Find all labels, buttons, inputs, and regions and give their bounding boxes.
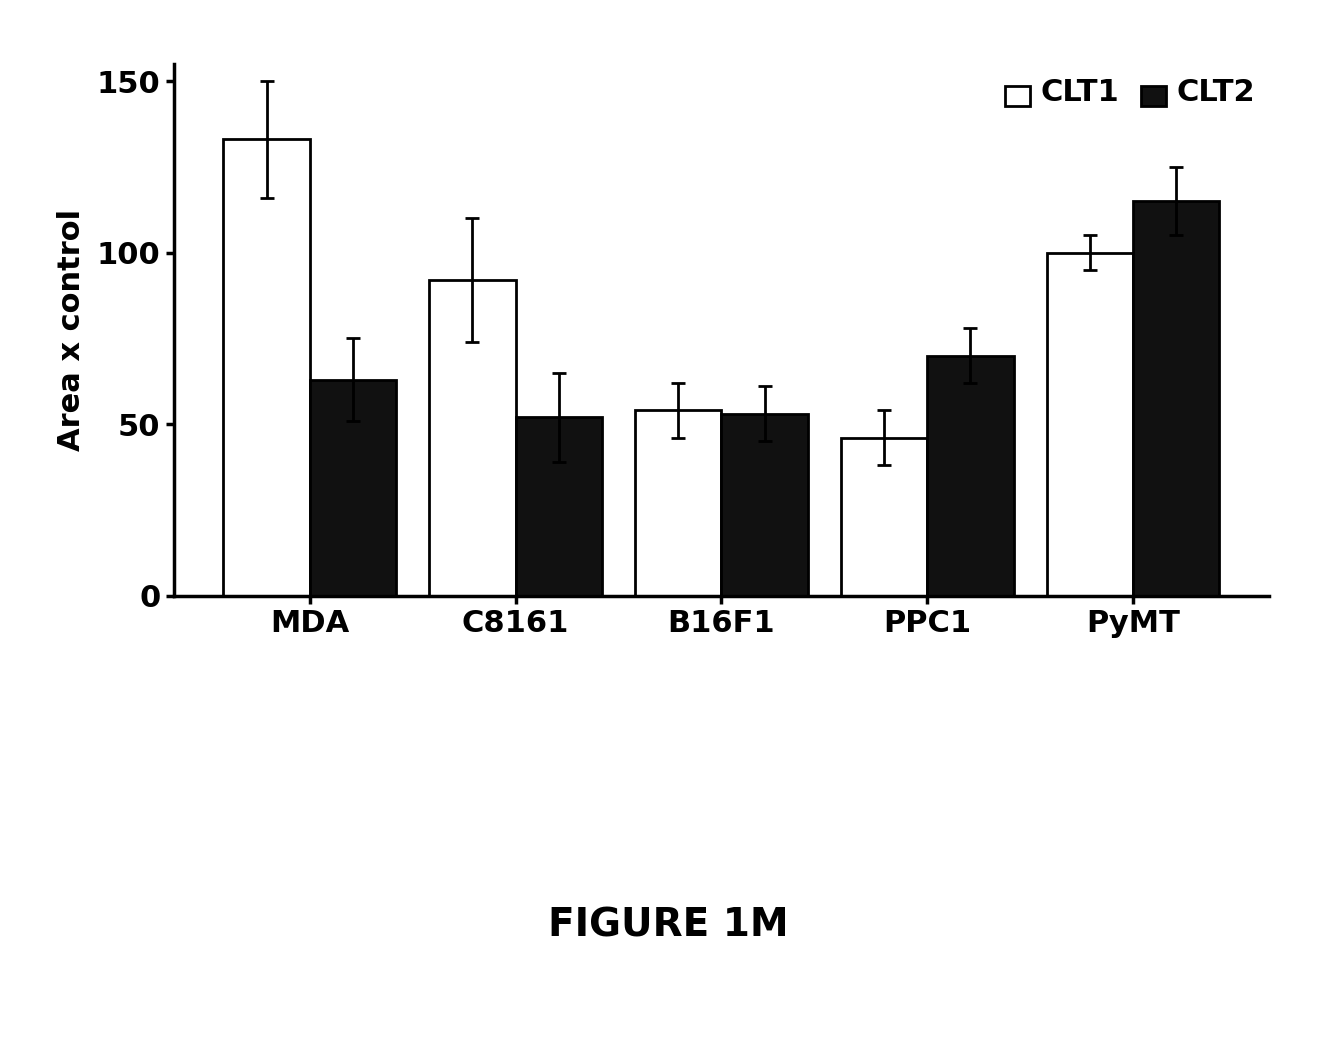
Bar bbox=[635, 411, 721, 596]
Bar bbox=[1133, 201, 1220, 596]
Legend: CLT1, CLT2: CLT1, CLT2 bbox=[998, 71, 1263, 114]
Bar bbox=[310, 380, 397, 596]
Text: FIGURE 1M: FIGURE 1M bbox=[548, 907, 788, 945]
Bar bbox=[516, 417, 603, 596]
Bar bbox=[927, 355, 1014, 596]
Bar bbox=[1046, 252, 1133, 596]
Y-axis label: Area x control: Area x control bbox=[56, 209, 86, 451]
Bar bbox=[429, 280, 516, 596]
Bar bbox=[223, 139, 310, 596]
Bar bbox=[840, 438, 927, 596]
Bar bbox=[721, 414, 808, 596]
